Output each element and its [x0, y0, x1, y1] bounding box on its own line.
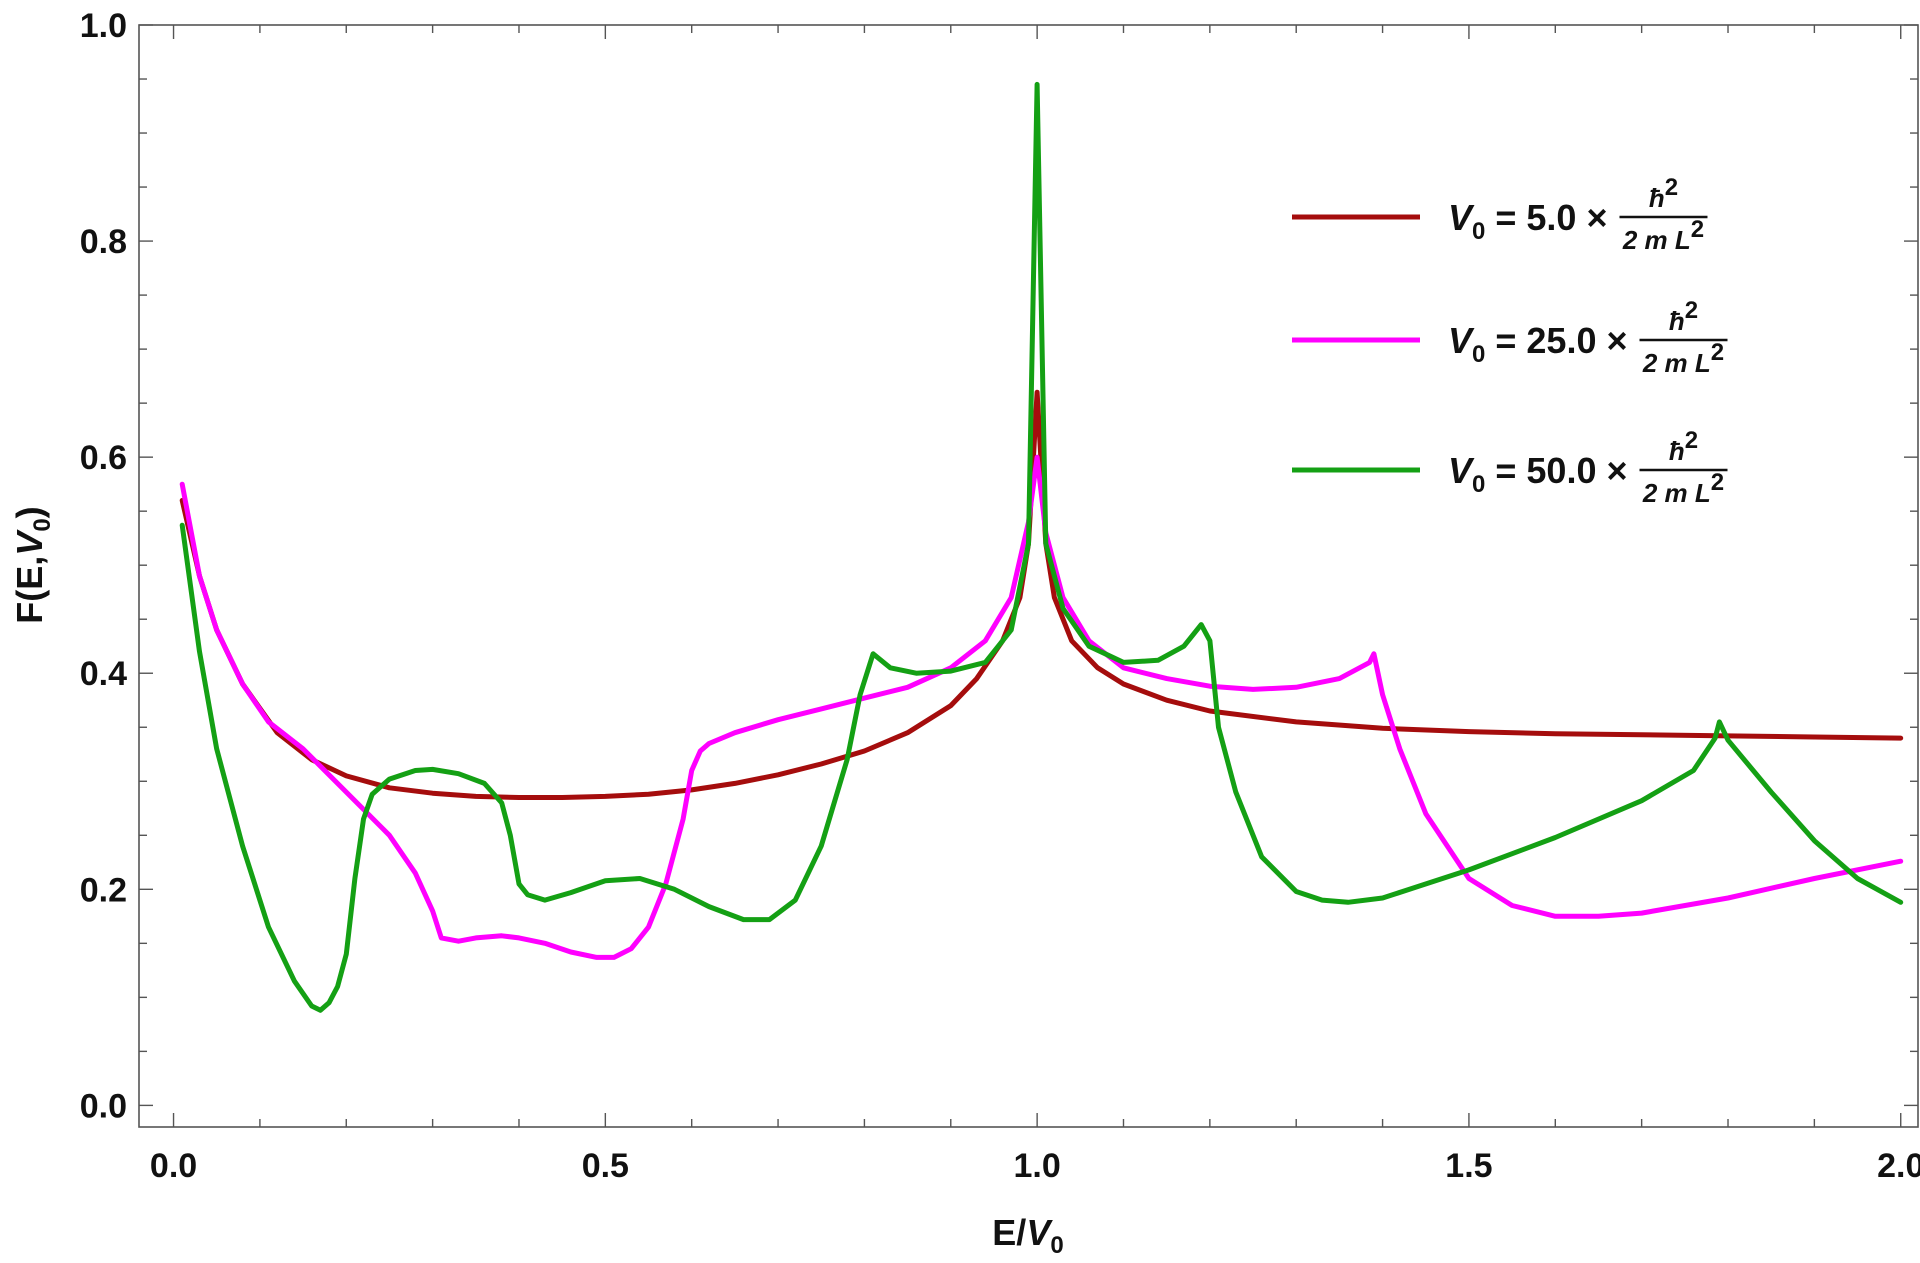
plot-frame [138, 24, 1919, 1128]
y-tick-label: 0.2 [80, 871, 127, 909]
y-axis-label: F(E,V0) [9, 506, 56, 623]
legend-numerator-exp: 2 [1685, 297, 1698, 324]
x-tick-label: 0.0 [150, 1147, 197, 1185]
legend-equation: = 50.0 × [1485, 450, 1627, 491]
plot-frame-rect [138, 24, 1919, 1128]
x-axis-label-sub: 0 [1050, 1232, 1063, 1259]
legend-label-3: V0 = 50.0 × [1448, 450, 1628, 498]
y-tick-label: 0.8 [80, 223, 127, 261]
legend-numerator-exp: 2 [1665, 174, 1678, 201]
legend-var-sub: 0 [1472, 218, 1485, 245]
legend-var: V [1448, 450, 1475, 491]
y-tick-label: 1.0 [80, 7, 127, 45]
y-tick-label: 0.6 [80, 439, 127, 477]
legend-fraction-denominator: 2 m L2 [1642, 339, 1724, 378]
legend-label-2: V0 = 25.0 × [1448, 320, 1628, 368]
legend-var-sub: 0 [1472, 471, 1485, 498]
legend-fraction-numerator: ħ2 [1649, 174, 1678, 213]
legend-fraction-denominator: 2 m L2 [1642, 469, 1724, 508]
legend-fraction-denominator: 2 m L2 [1622, 216, 1704, 255]
legend-var: V [1448, 197, 1475, 238]
legend-equation: = 25.0 × [1485, 320, 1627, 361]
legend-denominator-exp: 2 [1691, 216, 1704, 243]
x-axis-label-var: V [1026, 1212, 1053, 1253]
legend-var: V [1448, 320, 1475, 361]
x-tick-label: 1.5 [1445, 1147, 1492, 1185]
series-lines [179, 81, 1904, 1013]
x-axis-label: E/V0 [992, 1212, 1063, 1259]
legend-denominator-exp: 2 [1711, 339, 1724, 366]
y-tick-label: 0.4 [80, 655, 127, 693]
y-tick-label: 0.0 [80, 1087, 127, 1125]
x-tick-label: 2.0 [1877, 1147, 1920, 1185]
x-axis-label-main: E/ [992, 1212, 1026, 1253]
x-tick-label: 0.5 [582, 1147, 629, 1185]
legend-label-1: V0 = 5.0 × [1448, 197, 1607, 245]
legend-denominator-exp: 2 [1711, 469, 1724, 496]
legend-numerator-exp: 2 [1685, 427, 1698, 454]
legend-fraction-numerator: ħ2 [1669, 297, 1698, 336]
y-axis-label-sub: 0 [29, 518, 56, 531]
axis-ticks: 0.0 0.5 1.0 1.5 2.0 0.0 0.2 0.4 0.6 0.8 1.0 [80, 7, 1920, 1185]
series-line-2 [179, 454, 1904, 960]
y-axis-label-close: ) [9, 506, 50, 518]
x-tick-label: 1.0 [1014, 1147, 1061, 1185]
series-line-1 [179, 389, 1904, 800]
series-line-3 [179, 81, 1904, 1013]
legend-var-sub: 0 [1472, 341, 1485, 368]
legend-equation: = 5.0 × [1485, 197, 1607, 238]
legend-fraction-numerator: ħ2 [1669, 427, 1698, 466]
y-axis-label-var: V [9, 529, 50, 556]
y-axis-label-main: F(E, [9, 556, 50, 624]
